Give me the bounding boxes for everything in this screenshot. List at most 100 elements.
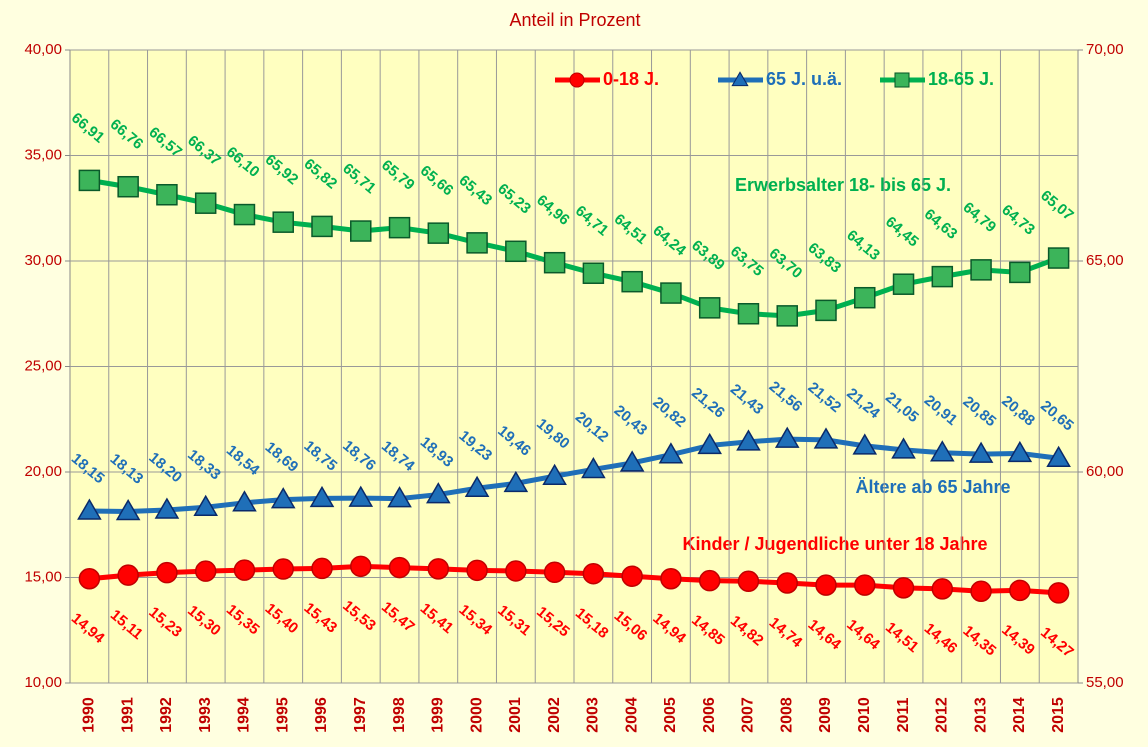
marker [350,555,372,578]
x-tick-label: 2002 [546,697,563,733]
marker [426,482,451,504]
x-tick-label: 1990 [81,697,98,733]
marker [815,299,837,322]
marker [78,169,101,192]
marker [193,494,218,516]
marker [737,570,760,593]
marker [272,211,294,233]
marker [1009,579,1031,602]
x-tick-label: 2008 [778,697,795,733]
marker [658,442,684,464]
marker [505,240,527,263]
marker [774,426,800,448]
marker [970,259,992,281]
y2-tick-label: 60,00 [1086,463,1124,480]
marker [194,560,217,582]
marker [543,251,566,274]
legend-label: 0-18 J. [603,69,659,89]
x-tick-label: 2015 [1050,697,1067,733]
legend-label: 18-65 J. [928,69,994,89]
legend-label: 65 J. u.ä. [766,69,842,89]
x-tick-label: 2005 [662,697,679,733]
marker [698,569,721,592]
y-tick-label: 30,00 [24,252,62,269]
marker [117,564,139,586]
marker [154,497,180,519]
marker [388,216,411,239]
marker [930,440,955,462]
x-tick-label: 2013 [972,697,989,733]
marker [543,561,566,583]
marker [194,192,217,214]
marker [311,215,333,238]
marker [582,262,605,284]
marker [619,450,645,472]
x-tick-label: 1991 [119,697,136,733]
annotation: Ältere ab 65 Jahre [855,477,1010,497]
marker [233,203,256,226]
marker [697,432,722,455]
marker [233,559,256,581]
x-tick-label: 2001 [507,697,524,733]
marker [968,441,994,463]
legend-marker [894,72,910,88]
marker [388,556,411,579]
marker [970,580,992,602]
x-tick-label: 1995 [274,697,291,733]
marker [350,220,372,242]
marker [466,559,488,582]
marker [854,286,876,309]
marker [931,265,954,288]
legend-marker [569,72,585,88]
y2-tick-label: 70,00 [1086,41,1124,58]
legend-marker [731,71,749,87]
marker [1047,582,1070,604]
marker [736,429,761,451]
marker [427,222,450,244]
marker [503,470,529,493]
marker [815,574,837,596]
marker [776,305,798,327]
x-tick-label: 2007 [740,697,757,733]
y-tick-label: 40,00 [24,41,62,58]
x-tick-label: 2011 [895,698,912,733]
marker [505,560,527,582]
marker [156,561,178,584]
marker [892,577,915,599]
chart-title: Anteil in Prozent [509,10,640,30]
marker [466,232,488,254]
annotation: Erwerbsalter 18- bis 65 J. [735,175,951,195]
marker [776,572,798,594]
marker [698,297,721,319]
x-tick-label: 2006 [701,697,718,733]
annotation: Kinder / Jugendliche unter 18 Jahre [682,534,987,554]
marker [737,303,760,325]
marker [621,565,643,587]
x-tick-label: 2010 [856,697,873,733]
marker [464,475,490,497]
marker [1047,247,1070,269]
marker [1007,440,1033,463]
marker [891,437,916,459]
x-tick-label: 2003 [585,697,602,733]
x-tick-label: 1994 [236,697,253,733]
marker [156,183,178,206]
marker [117,175,139,198]
marker [78,568,101,590]
marker [582,562,605,585]
marker [542,463,567,485]
marker [309,485,335,508]
marker [621,270,643,293]
marker [272,558,294,580]
y2-tick-label: 55,00 [1086,674,1124,691]
x-tick-label: 2000 [468,697,485,733]
x-tick-label: 1999 [430,697,447,733]
marker [1009,261,1031,284]
y-tick-label: 15,00 [24,568,62,585]
y-tick-label: 35,00 [24,146,62,163]
x-tick-label: 2009 [817,697,834,733]
x-tick-label: 2012 [934,697,951,733]
marker [813,427,839,449]
marker [892,273,915,295]
